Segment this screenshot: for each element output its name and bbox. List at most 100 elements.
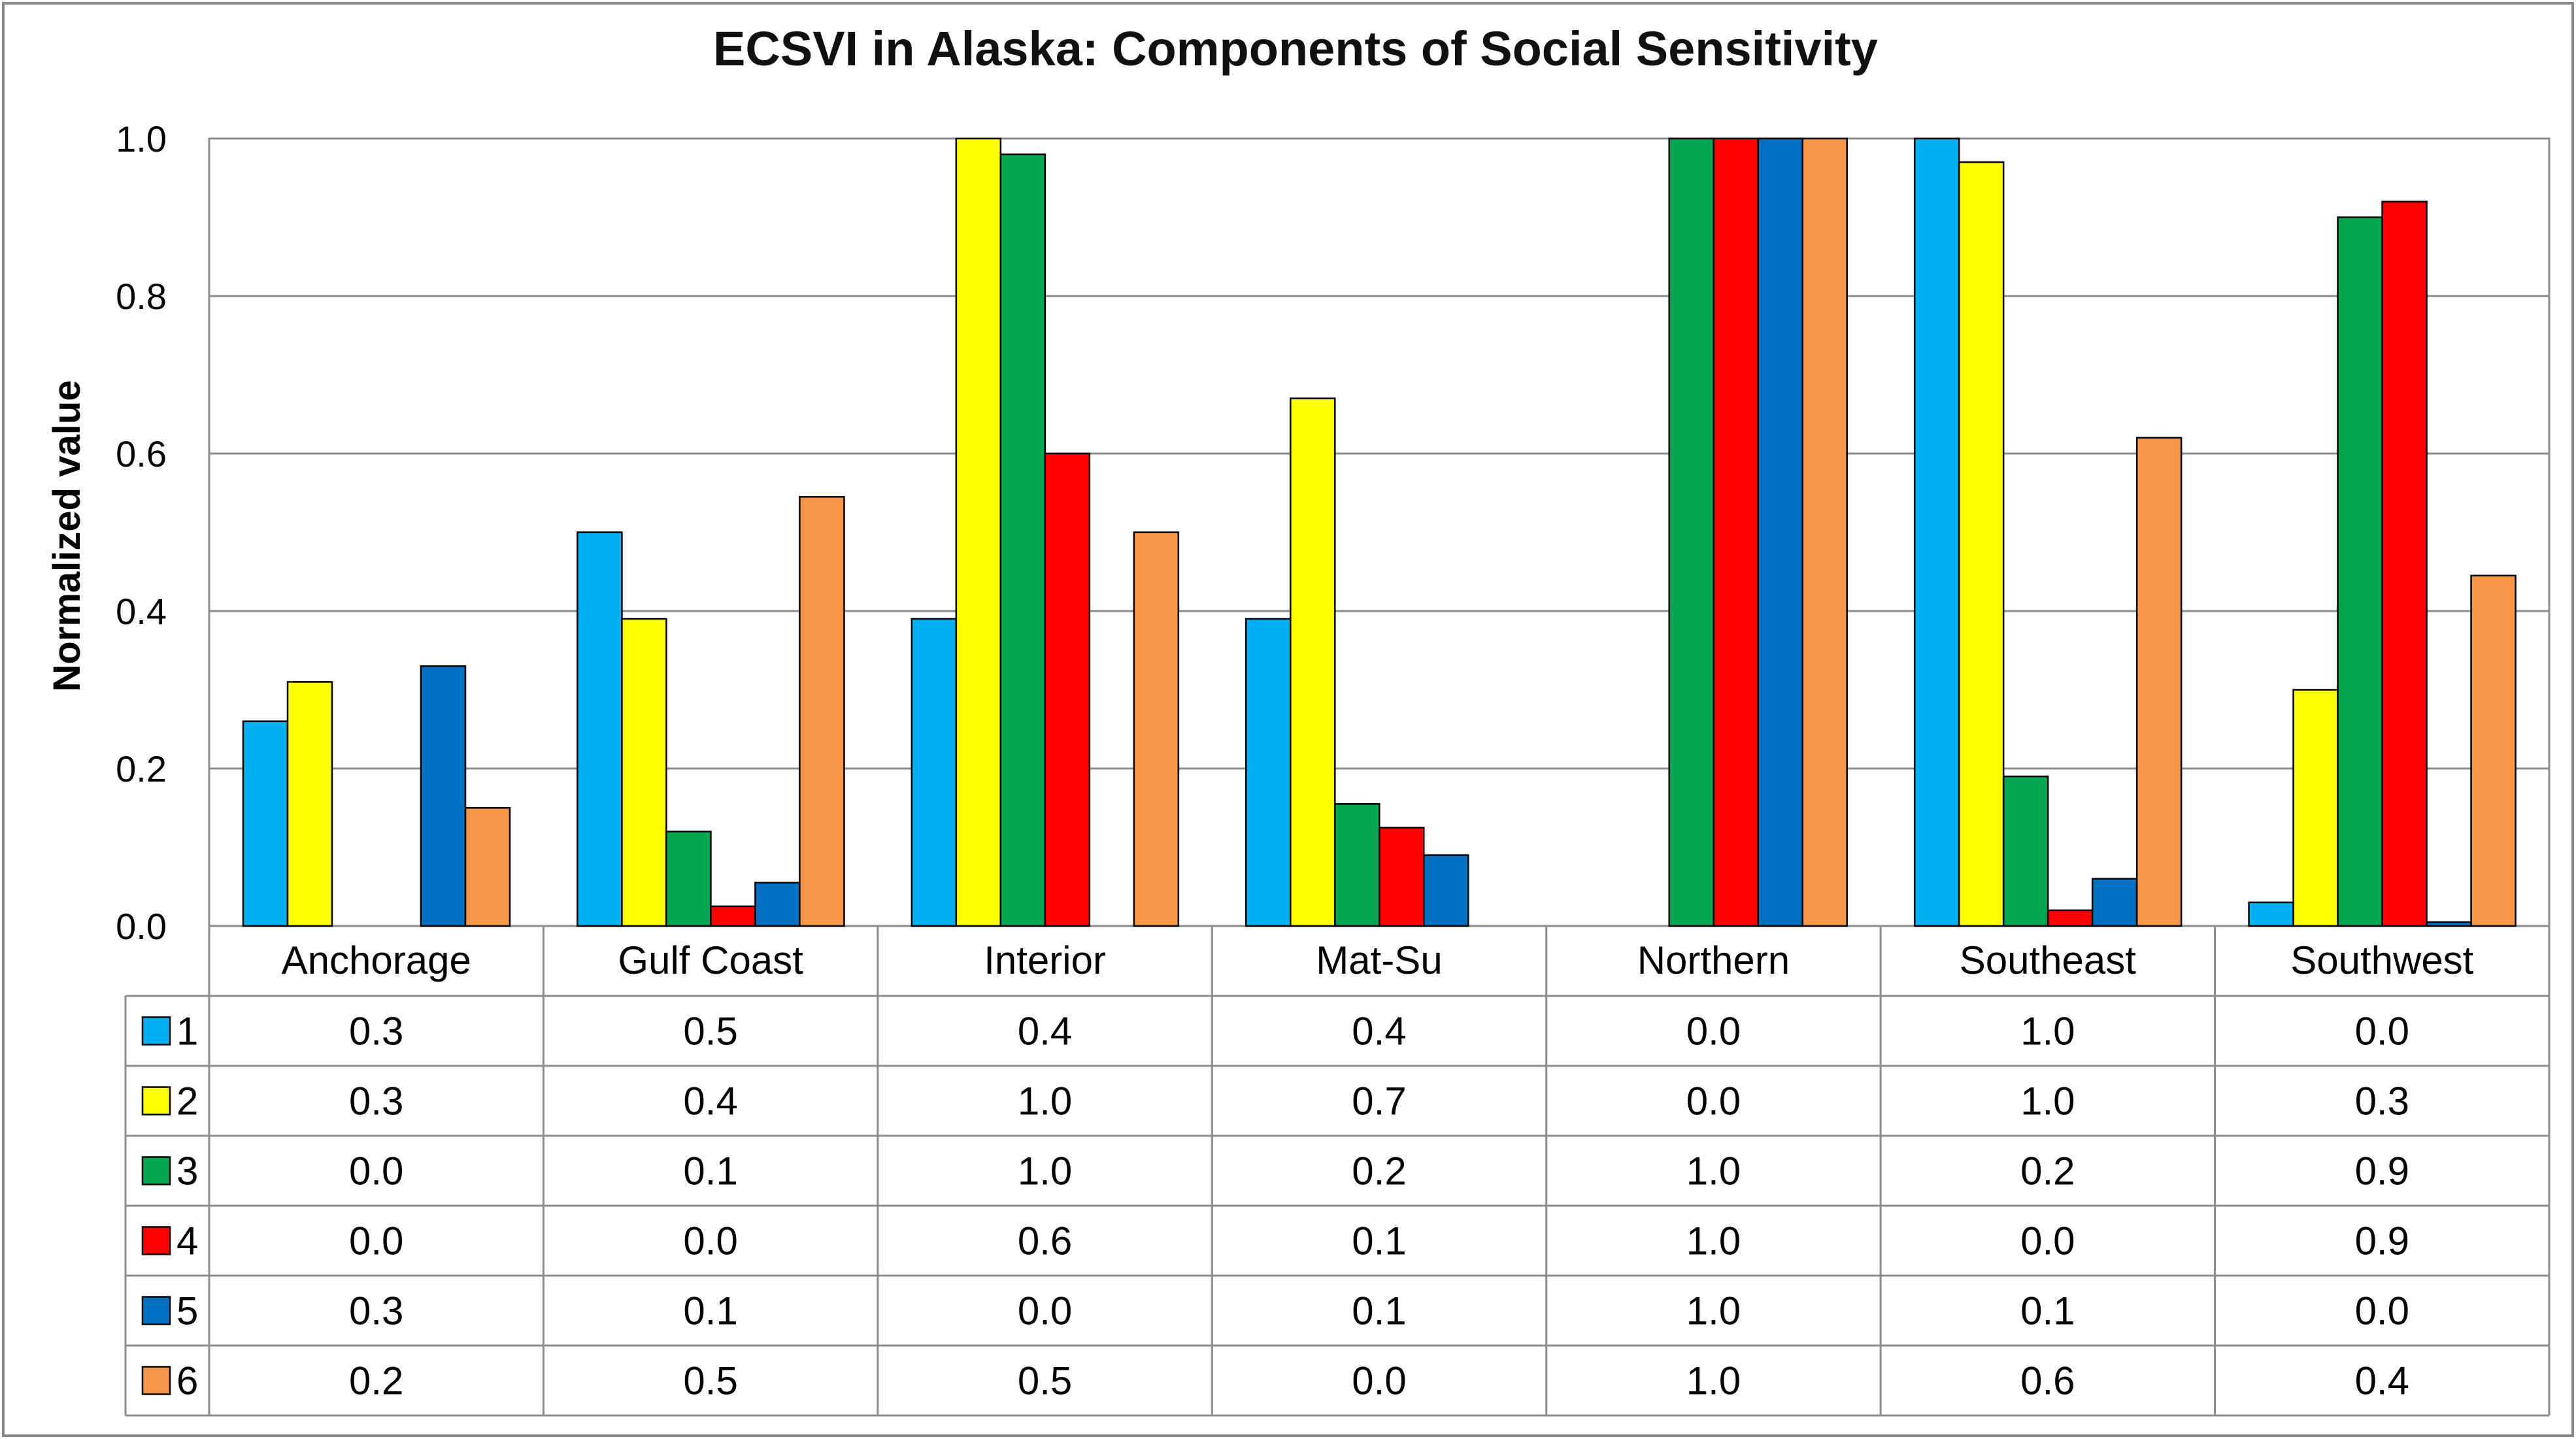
bar <box>1958 161 2005 927</box>
bar <box>2470 574 2517 927</box>
table-cell-value: 1.0 <box>1686 1150 1741 1193</box>
bar <box>1913 137 1960 927</box>
table-cell-value: 0.2 <box>2020 1150 2075 1193</box>
legend-key-swatch <box>141 1156 171 1185</box>
legend-key-swatch <box>141 1296 171 1325</box>
bar <box>1044 452 1091 927</box>
table-cell-value: 0.1 <box>2020 1289 2075 1333</box>
y-tick-label: 0.6 <box>116 433 167 474</box>
table-cell-value: 0.2 <box>1352 1150 1406 1193</box>
bar <box>911 618 958 927</box>
bar <box>2091 878 2138 927</box>
bar <box>1801 137 1848 927</box>
table-cell-value: 0.0 <box>683 1219 737 1263</box>
y-tick-label: 0.0 <box>116 906 167 947</box>
legend-key-label: 4 <box>176 1219 198 1263</box>
table-cell-value: 0.4 <box>1018 1010 1072 1053</box>
bar <box>1334 802 1380 927</box>
table-cell-value: 0.9 <box>2355 1219 2409 1263</box>
category-label: Northern <box>1637 938 1790 982</box>
legend-key-label: 1 <box>176 1010 198 1053</box>
table-cell-value: 0.7 <box>1352 1080 1406 1123</box>
data-table: Anchorage Gulf Coast Interior Mat-Su Norther… <box>124 926 2551 1417</box>
table-cell-value: 0.2 <box>349 1359 403 1403</box>
table-cell-value: 0.1 <box>1352 1289 1406 1333</box>
y-tick-label: 0.8 <box>116 276 167 317</box>
bar <box>2047 909 2094 927</box>
table-cell-value: 0.0 <box>2355 1010 2409 1053</box>
bar <box>665 831 712 927</box>
table-cell-value: 1.0 <box>1686 1359 1741 1403</box>
bar <box>242 720 289 927</box>
table-cell-value: 1.0 <box>1018 1080 1072 1123</box>
bar <box>1133 531 1180 927</box>
legend-key-swatch <box>141 1016 171 1046</box>
y-axis-ticks: 0.0 0.2 0.4 0.6 0.8 1.0 <box>116 118 167 947</box>
y-tick-label: 1.0 <box>116 118 167 159</box>
bar <box>754 882 801 927</box>
table-cell-value: 1.0 <box>2020 1010 2075 1053</box>
bar <box>710 905 756 927</box>
bar <box>1757 137 1803 927</box>
category-label: Gulf Coast <box>618 938 803 982</box>
bar <box>577 531 623 927</box>
bar <box>1668 137 1715 927</box>
bar <box>1245 618 1292 927</box>
legend-key-label: 6 <box>176 1359 198 1403</box>
bar <box>1379 827 1425 927</box>
table-cell-value: 0.1 <box>683 1150 737 1193</box>
bar <box>2292 689 2339 927</box>
table-cell-value: 0.6 <box>2020 1359 2075 1403</box>
y-axis-label: Normalized value <box>46 380 88 691</box>
y-tick-label: 0.4 <box>116 591 167 632</box>
bar <box>464 807 511 927</box>
legend-key-label: 2 <box>176 1080 198 1123</box>
bar <box>2248 901 2294 927</box>
table-cell-value: 0.3 <box>2355 1080 2409 1123</box>
category-label: Anchorage <box>282 938 471 982</box>
table-cell-value: 0.5 <box>683 1359 737 1403</box>
table-cell-value: 0.0 <box>349 1150 403 1193</box>
table-cell-value: 0.5 <box>683 1010 737 1053</box>
table-cell-value: 0.3 <box>349 1080 403 1123</box>
table-cell-value: 0.9 <box>2355 1150 2409 1193</box>
legend-key-swatch <box>141 1086 171 1116</box>
bar <box>2135 437 2183 927</box>
table-cell-value: 1.0 <box>1018 1150 1072 1193</box>
table-cell-value: 0.0 <box>1686 1080 1741 1123</box>
legend-key-label: 3 <box>176 1150 198 1193</box>
bar <box>799 496 845 927</box>
table-cell-value: 0.1 <box>683 1289 737 1333</box>
category-label: Mat-Su <box>1316 938 1442 982</box>
table-cell-value: 0.0 <box>1686 1010 1741 1053</box>
bar <box>420 665 467 927</box>
table-cell-value: 0.4 <box>683 1080 737 1123</box>
category-label: Southwest <box>2290 938 2473 982</box>
table-cell-value: 0.0 <box>1018 1289 1072 1333</box>
table-cell-value: 1.0 <box>1686 1219 1741 1263</box>
bar <box>999 153 1046 927</box>
bar <box>1423 854 1469 927</box>
bar <box>621 618 667 927</box>
bar <box>2337 216 2383 927</box>
y-tick-label: 0.2 <box>116 748 167 789</box>
bars <box>242 137 2517 927</box>
bar <box>2381 201 2428 927</box>
bar <box>2426 921 2472 927</box>
bar <box>1713 137 1759 927</box>
table-cell-value: 0.6 <box>1018 1219 1072 1263</box>
legend-key-swatch <box>141 1226 171 1255</box>
table-cell-value: 0.4 <box>2355 1359 2409 1403</box>
table-cell-value: 0.4 <box>1352 1010 1406 1053</box>
table-cell-value: 0.3 <box>349 1010 403 1053</box>
bar <box>1290 397 1336 927</box>
table-cell-value: 0.0 <box>1352 1359 1406 1403</box>
chart-title: ECSVI in Alaska: Components of Social Se… <box>713 22 1878 76</box>
category-label: Southeast <box>1960 938 2137 982</box>
bar <box>286 681 333 927</box>
table-cell-value: 1.0 <box>1686 1289 1741 1333</box>
table-cell-value: 0.0 <box>349 1219 403 1263</box>
bar <box>955 137 1002 927</box>
